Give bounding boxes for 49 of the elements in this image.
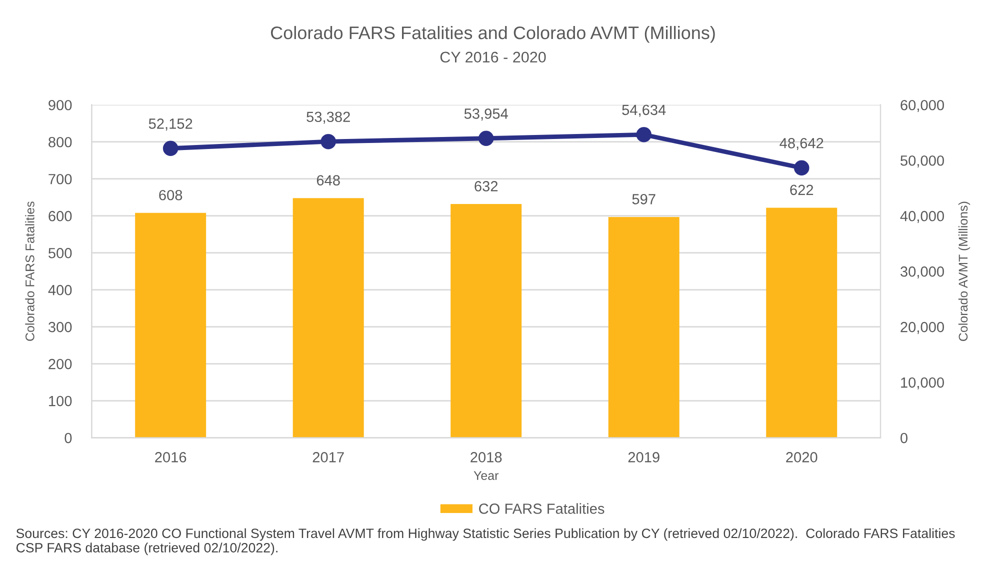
data-label: 53,382 — [306, 112, 350, 124]
data-label: 622 — [790, 184, 814, 196]
y2-tick-label: 30,000 — [900, 266, 944, 278]
y2-axis-title: Colorado AVMT (Millions) — [958, 202, 970, 341]
point — [162, 140, 178, 156]
x-tick-label: 2020 — [786, 452, 818, 462]
y-tick-label: 600 — [48, 210, 72, 222]
point — [478, 130, 494, 146]
y-tick-label: 700 — [48, 174, 72, 184]
x-tick-label: 2016 — [155, 452, 186, 462]
point — [636, 126, 652, 142]
y2-tick-label: 0 — [900, 432, 908, 444]
y-tick-label: 100 — [49, 396, 72, 406]
bar — [135, 212, 206, 438]
y-tick-label: 900 — [48, 100, 72, 110]
y2-tick-label: 60,000 — [900, 100, 944, 112]
bar — [450, 204, 522, 438]
data-label: 54,634 — [622, 104, 666, 117]
y-tick-label: 0 — [64, 432, 72, 444]
y-tick-label: 500 — [48, 248, 72, 258]
bar — [608, 216, 680, 438]
data-label: 632 — [474, 181, 498, 192]
data-label: 48,642 — [780, 138, 824, 150]
y-tick-label: 200 — [48, 358, 72, 370]
y2-tick-label: 40,000 — [900, 210, 944, 223]
legend-label: CO FARS Fatalities — [479, 503, 604, 514]
chart-title: Colorado FARS Fatalities and Colorado AVMT (Millions) — [270, 26, 715, 43]
y-tick-label: 800 — [48, 136, 72, 148]
y2-tick-label: 50,000 — [900, 155, 944, 168]
data-label: 597 — [632, 194, 656, 204]
x-tick-label: 2019 — [628, 452, 660, 462]
y-tick-label: 300 — [48, 322, 72, 332]
data-label: 648 — [316, 175, 340, 186]
chart-subtitle: CY 2016 - 2020 — [440, 52, 546, 63]
source-note: Sources: CY 2016-2020 CO Functional System Travel AVMT from Highway Statistic Series Publication by CY (retrieved 02/10/2022). Colorado FARS Fatalities CSP FARS database (retrieved 02/10/2022). — [16, 528, 955, 556]
x-axis-title: Year — [474, 471, 499, 480]
data-label: 53,954 — [464, 108, 508, 121]
y2-tick-label: 20,000 — [900, 322, 944, 334]
data-label: 52,152 — [148, 118, 192, 131]
point — [320, 134, 336, 150]
y2-tick-label: 10,000 — [901, 377, 944, 390]
x-tick-label: 2017 — [312, 452, 344, 462]
point — [794, 160, 810, 176]
y-tick-label: 400 — [48, 284, 72, 296]
data-label: 608 — [159, 190, 182, 200]
x-tick-label: 2018 — [470, 452, 502, 462]
y-axis-title: Colorado FARS Fatalities — [25, 202, 34, 341]
bar — [292, 198, 364, 438]
bar — [766, 208, 838, 438]
